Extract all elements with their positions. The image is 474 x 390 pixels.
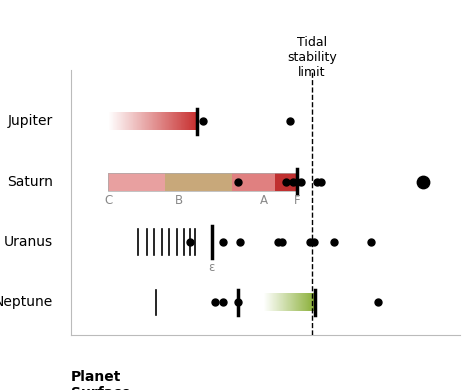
Text: Uranus: Uranus [3, 235, 53, 249]
Text: Jupiter: Jupiter [7, 114, 53, 128]
Bar [165, 173, 232, 191]
Point [234, 299, 241, 305]
Text: F: F [293, 194, 300, 207]
Point [330, 239, 337, 245]
Point [374, 299, 382, 305]
Point [419, 179, 427, 185]
Point [282, 179, 290, 185]
Point [186, 239, 193, 245]
Text: ε: ε [209, 261, 215, 274]
Point [286, 118, 293, 124]
Text: C: C [104, 194, 112, 207]
Point [236, 239, 243, 245]
Point [293, 179, 301, 185]
Point [219, 239, 227, 245]
Text: B: B [174, 194, 182, 207]
Point [234, 179, 241, 185]
Point [278, 239, 286, 245]
Text: Neptune: Neptune [0, 295, 53, 309]
Point [317, 179, 325, 185]
Point [290, 179, 297, 185]
Point [306, 239, 314, 245]
Point [297, 179, 304, 185]
Text: Tidal
stability
limit: Tidal stability limit [287, 36, 337, 79]
Bar [108, 173, 297, 191]
Point [367, 239, 375, 245]
Text: A: A [260, 194, 268, 207]
Point [313, 179, 321, 185]
Text: Planet
Surface: Planet Surface [71, 370, 131, 390]
Bar [108, 173, 165, 191]
Point [219, 299, 227, 305]
Point [199, 118, 206, 124]
Bar [275, 173, 297, 191]
Point [212, 299, 219, 305]
Text: Saturn: Saturn [7, 175, 53, 189]
Point [310, 239, 318, 245]
Point [274, 239, 282, 245]
Bar [232, 173, 275, 191]
